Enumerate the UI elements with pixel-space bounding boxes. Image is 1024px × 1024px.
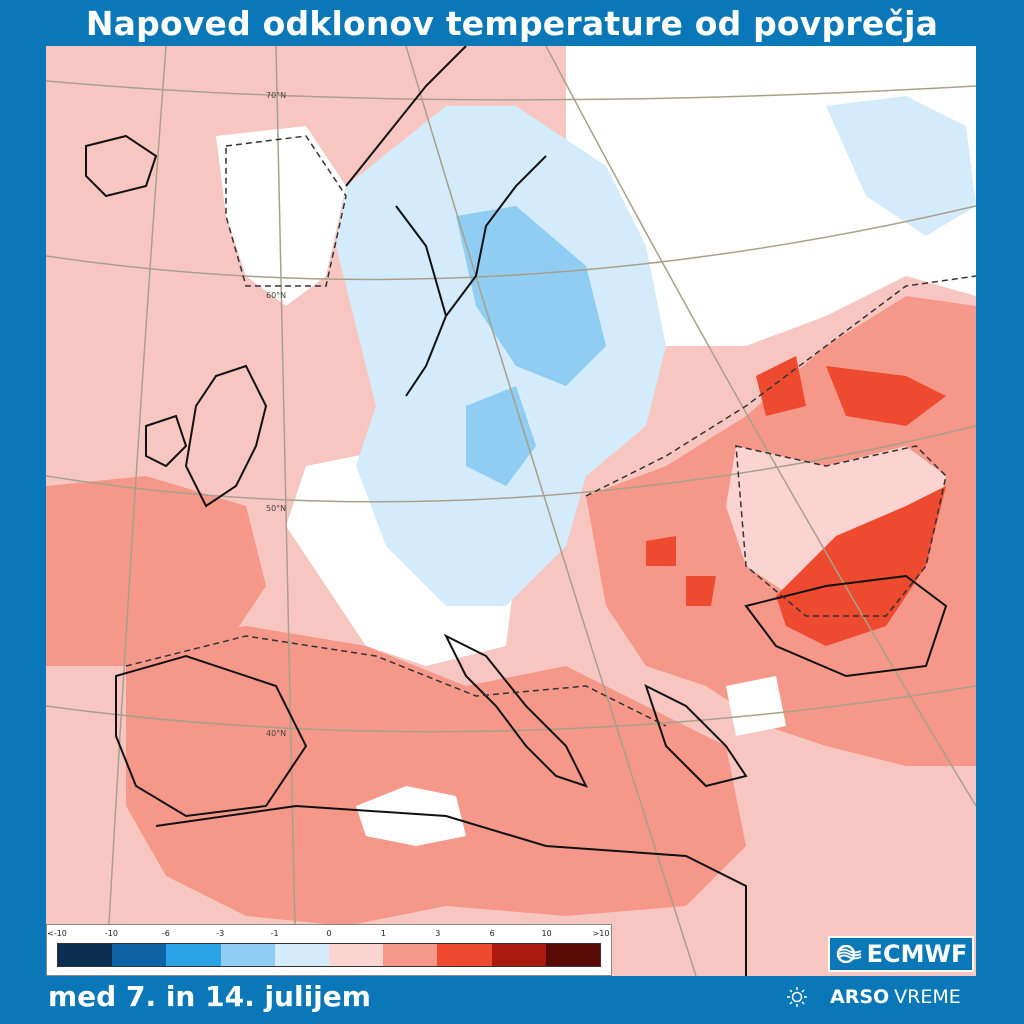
meridian-line-4 <box>545 46 976 807</box>
meridian-line-1 <box>105 46 167 976</box>
neutral-area-norway-sea <box>216 126 346 306</box>
warm-anomaly-area-atlantic <box>46 476 266 666</box>
legend-cell <box>491 944 546 966</box>
coastline-black-sea <box>744 574 948 678</box>
lat-label-60: 60°N <box>266 291 286 300</box>
cool-anomaly-core-poland <box>466 386 536 486</box>
coastline-great-britain <box>184 364 268 508</box>
legend-tick-label: 10 <box>541 929 552 938</box>
latitude-line-70 <box>46 80 976 101</box>
strong-warm-anomaly-black-sea <box>776 486 946 646</box>
temperature-anomaly-map: 70°N 60°N 50°N 40°N <box>46 46 976 976</box>
neutral-area-greece <box>726 676 786 736</box>
legend-cell <box>383 944 438 966</box>
contour-ukraine <box>735 445 947 617</box>
lat-label-50: 50°N <box>266 504 286 513</box>
cool-anomaly-core-scandinavia <box>456 206 606 386</box>
meridian-line-3 <box>405 46 697 976</box>
legend-cell <box>437 944 492 966</box>
legend-cell <box>58 944 113 966</box>
legend-cell <box>220 944 275 966</box>
vreme-label: VREME <box>894 986 961 1008</box>
legend-tick-label: -10 <box>104 929 118 938</box>
latitude-line-40 <box>46 685 976 733</box>
arso-label: ARSO <box>830 986 890 1008</box>
legend-cell <box>112 944 167 966</box>
coastline-ireland <box>145 414 188 468</box>
legend-cell <box>166 944 221 966</box>
ecmwf-logo: ECMWF <box>828 936 974 972</box>
latitude-line-60 <box>46 205 976 281</box>
meridian-line-2 <box>275 46 297 976</box>
coastline-north-africa <box>155 804 747 976</box>
sun-icon <box>787 987 807 1007</box>
legend-tick-label: -6 <box>161 929 170 938</box>
contour-mediterranean <box>125 635 667 727</box>
strong-warm-anomaly-russia <box>826 366 946 426</box>
warm-anomaly-area-mediterranean <box>126 626 746 926</box>
legend-tick-label: -1 <box>270 929 279 938</box>
legend-bar <box>57 943 601 967</box>
coastline-italy <box>443 633 588 788</box>
legend-ticks: <-10 -10 -6 -3 -1 0 1 3 6 10 >10 <box>47 929 611 941</box>
legend-tick-label: >10 <box>592 929 610 938</box>
ecmwf-label: ECMWF <box>866 940 968 968</box>
contour-east <box>585 275 976 497</box>
coastline-iberia <box>115 654 308 818</box>
legend-tick-label: 6 <box>489 929 495 938</box>
strong-warm-anomaly-romania <box>686 576 716 606</box>
neutral-area-tunisia <box>356 786 466 846</box>
lat-label-40: 40°N <box>266 729 286 738</box>
coastline-iceland <box>85 134 158 198</box>
arso-vreme-logo: ARSO VREME <box>786 986 961 1008</box>
strong-warm-anomaly-hungary <box>646 536 676 566</box>
lat-label-70: 70°N <box>266 91 286 100</box>
coastline-scandinavia <box>345 46 547 397</box>
coastline-balkans <box>644 684 748 788</box>
legend-tick-label: <-10 <box>47 929 67 938</box>
legend-cell <box>545 944 601 966</box>
contour-norwegian-sea <box>225 135 347 287</box>
legend-tick-label: -3 <box>216 929 225 938</box>
legend-tick-label: 1 <box>380 929 386 938</box>
legend-cell <box>329 944 384 966</box>
legend-tick-label: 0 <box>326 929 332 938</box>
legend-cell <box>274 944 330 966</box>
color-legend: <-10 -10 -6 -3 -1 0 1 3 6 10 >10 <box>46 924 612 976</box>
latitude-line-50 <box>46 425 976 503</box>
cool-anomaly-area-northeast <box>826 96 976 236</box>
ecmwf-waves-icon <box>836 945 861 963</box>
legend-tick-label: 3 <box>435 929 441 938</box>
map-svg: 70°N 60°N 50°N 40°N <box>46 46 976 976</box>
map-title: Napoved odklonov temperature od povprečj… <box>85 4 939 43</box>
date-range: med 7. in 14. julijem <box>48 980 371 1013</box>
